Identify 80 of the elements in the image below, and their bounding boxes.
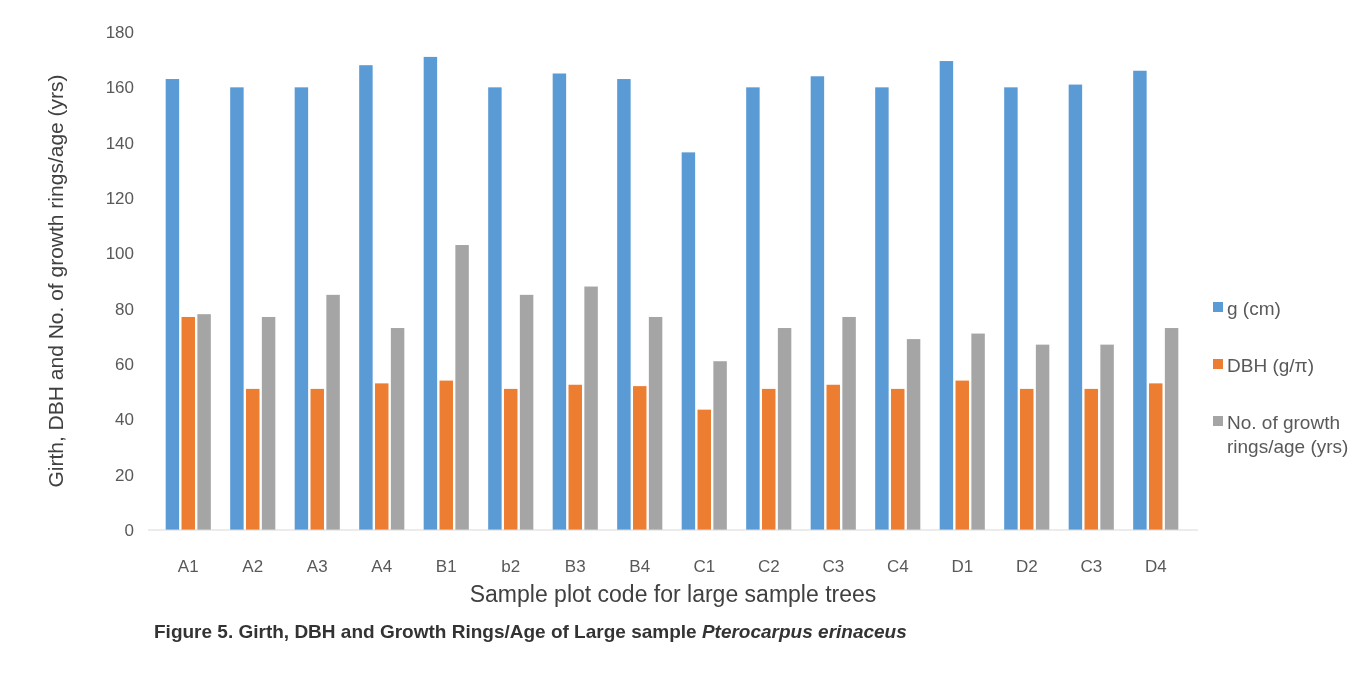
x-tick-label: A2 <box>242 557 264 576</box>
y-tick-label: 20 <box>115 465 134 485</box>
bar <box>1100 344 1114 530</box>
x-axis-title: Sample plot code for large sample trees <box>469 581 877 607</box>
bar <box>439 380 453 530</box>
x-tick-label: C3 <box>822 557 845 576</box>
bar <box>697 409 711 530</box>
x-tick-label: A4 <box>371 557 393 576</box>
legend-label: DBH (g/π) <box>1227 354 1315 376</box>
bar <box>359 65 373 530</box>
x-tick-label: D4 <box>1144 557 1167 576</box>
y-axis-title: Girth, DBH and No. of growth rings/age (yrs) <box>44 74 67 488</box>
bar <box>1068 84 1083 530</box>
y-tick-label: 100 <box>105 244 134 264</box>
bar <box>1149 383 1163 530</box>
bar <box>746 87 760 530</box>
y-tick-label: 180 <box>105 22 134 42</box>
bar <box>1004 87 1018 530</box>
y-tick-label: 40 <box>115 410 134 430</box>
bar <box>713 361 727 530</box>
y-tick-label: 80 <box>115 299 134 319</box>
bar <box>842 316 856 530</box>
bar <box>971 333 985 530</box>
bar <box>326 294 340 530</box>
bar <box>504 388 518 530</box>
bar <box>375 383 389 530</box>
y-tick-label: 120 <box>105 188 134 208</box>
y-tick-label: 160 <box>105 78 134 98</box>
bar <box>1133 70 1147 530</box>
x-tick-label: C4 <box>886 557 909 576</box>
bar <box>552 73 567 530</box>
bar <box>939 61 954 530</box>
bar <box>488 87 502 530</box>
bar <box>230 87 244 530</box>
bar <box>519 294 534 530</box>
bar <box>165 79 180 530</box>
x-tick-label: B3 <box>564 557 586 576</box>
y-tick-label: 60 <box>115 354 134 374</box>
bar <box>423 56 438 530</box>
bar <box>633 386 647 530</box>
x-tick-label: C2 <box>757 557 780 576</box>
bar <box>294 87 309 530</box>
bar <box>826 384 840 530</box>
y-tick-label: 0 <box>124 520 134 540</box>
bar <box>568 384 582 530</box>
bar <box>1084 388 1098 530</box>
bar <box>246 388 260 530</box>
bar <box>810 76 825 530</box>
bar <box>762 388 776 530</box>
bar <box>875 87 889 530</box>
x-tick-label: B4 <box>629 557 651 576</box>
x-tick-label: A3 <box>306 557 328 576</box>
bar <box>455 245 469 530</box>
x-tick-label: D2 <box>1015 557 1038 576</box>
bar <box>617 79 631 530</box>
x-tick-label: D1 <box>951 557 974 576</box>
legend-label: No. of growth rings/age (yrs) <box>1227 411 1349 457</box>
bar <box>955 380 969 530</box>
bar <box>584 286 598 530</box>
y-tick-label: 140 <box>105 133 134 153</box>
x-tick-label: A1 <box>177 557 199 576</box>
bar <box>681 152 696 530</box>
caption: Figure 5. Girth, DBH and Growth Rings/Age of Large sample Pterocarpus erinaceus <box>154 621 907 642</box>
bar <box>777 328 792 530</box>
x-tick-label: C3 <box>1080 557 1103 576</box>
bar <box>1035 344 1050 530</box>
bar <box>906 339 921 530</box>
bar <box>1020 388 1034 530</box>
legend-label: g (cm) <box>1227 297 1281 319</box>
bar <box>310 388 324 530</box>
bar <box>390 328 405 530</box>
bar <box>197 314 211 530</box>
bar <box>181 316 195 530</box>
bar <box>891 388 905 530</box>
bar <box>1164 328 1179 530</box>
x-tick-label: C1 <box>693 557 716 576</box>
bar <box>648 316 663 530</box>
bar <box>261 316 276 530</box>
x-tick-label: b2 <box>501 557 521 576</box>
x-tick-label: B1 <box>435 557 457 576</box>
